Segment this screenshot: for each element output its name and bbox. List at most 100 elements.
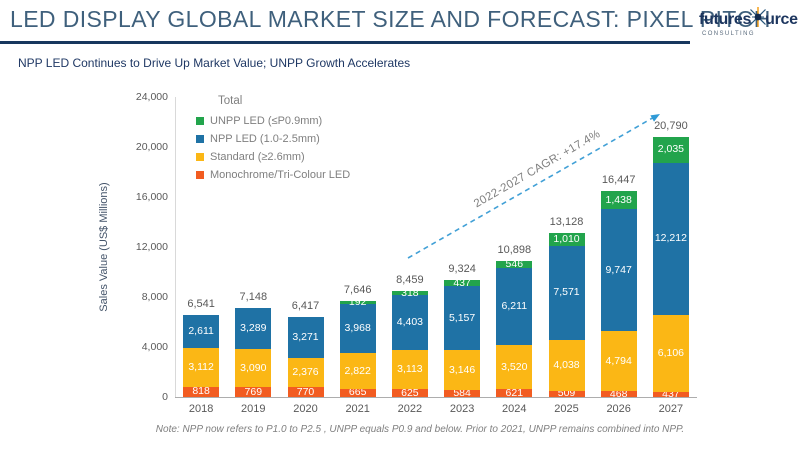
footnote: Note: NPP now refers to P1.0 to P2.5 , U… <box>155 424 685 435</box>
legend-item: NPP LED (1.0-2.5mm) <box>196 130 350 148</box>
x-axis-label: 2024 <box>502 403 527 415</box>
bar-segment-monochrome <box>548 390 585 397</box>
legend-item: UNPP LED (≤P0.9mm) <box>196 112 350 130</box>
bar-segment-standard <box>183 347 220 387</box>
legend-label: UNPP LED (≤P0.9mm) <box>210 115 323 127</box>
bar-segment-standard <box>548 340 585 391</box>
segment-value-label: 318 <box>401 286 419 299</box>
segment-value-label: 3,146 <box>448 363 476 376</box>
segment-value-label: 3,520 <box>501 360 528 373</box>
legend-item: Standard (≥2.6mm) <box>196 148 350 166</box>
segment-value-label: 770 <box>296 385 315 398</box>
segment-value-label: 3,113 <box>397 363 423 376</box>
segment-value-label: 12,212 <box>654 232 687 245</box>
segment-value-label: 4,403 <box>396 316 424 329</box>
segment-value-label: 5,157 <box>448 311 476 324</box>
bar-segment-npp <box>652 162 689 316</box>
logo-text-left: futures <box>699 10 752 28</box>
x-axis-label: 2019 <box>241 403 266 415</box>
segment-value-label: 2,822 <box>344 364 371 377</box>
segment-value-label: 437 <box>453 276 471 289</box>
bar-segment-monochrome <box>600 391 637 397</box>
legend-swatch-icon <box>196 135 204 143</box>
legend-item: Monochrome/Tri-Colour LED <box>196 166 350 184</box>
bar-segment-npp <box>496 267 533 346</box>
segment-value-label: 4,794 <box>605 354 632 367</box>
segment-value-label: 9,747 <box>605 263 632 276</box>
segment-value-label: 621 <box>505 386 524 399</box>
logo-tagline: CONSULTING <box>702 31 755 37</box>
bar-segment-standard <box>235 348 272 388</box>
total-label: 10,898 <box>497 243 532 256</box>
chart-legend: Total UNPP LED (≤P0.9mm) NPP LED (1.0-2.5… <box>196 95 350 184</box>
segment-value-label: 1,010 <box>553 232 580 245</box>
total-label: 8,459 <box>396 274 424 287</box>
y-tick-label: 0 <box>162 391 168 403</box>
x-axis-label: 2018 <box>188 403 214 415</box>
segment-value-label: 3,112 <box>188 360 214 373</box>
segment-value-label: 769 <box>244 385 263 398</box>
segment-value-label: 2,611 <box>188 325 214 338</box>
segment-value-label: 6,211 <box>501 299 528 312</box>
bar-segment-standard <box>287 357 324 388</box>
y-tick-label: 16,000 <box>135 191 168 203</box>
y-axis-line <box>175 97 176 397</box>
x-axis-label: 2025 <box>554 403 579 415</box>
bar-segment-standard <box>496 345 533 390</box>
segment-value-label: 192 <box>348 296 367 309</box>
bar-segment-monochrome <box>496 389 533 397</box>
y-tick-label: 12,000 <box>135 241 168 253</box>
bar-segment-npp <box>183 315 220 348</box>
bar-segment-monochrome <box>183 386 220 397</box>
bar-segment-standard <box>600 331 637 392</box>
page-title: LED DISPLAY GLOBAL MARKET SIZE AND FOREC… <box>10 6 771 32</box>
total-label: 7,148 <box>239 290 268 303</box>
bar-segment-npp <box>391 295 428 351</box>
bar-segment-unpp <box>548 232 585 246</box>
bar-segment-unpp <box>391 291 428 296</box>
bar-segment-standard <box>339 353 376 389</box>
bar-segment-unpp <box>652 137 689 163</box>
x-axis-label: 2023 <box>449 403 475 415</box>
segment-value-label: 2,035 <box>657 143 685 156</box>
bar-segment-standard <box>391 350 428 390</box>
bar-segment-npp <box>548 245 585 341</box>
y-tick-label: 4,000 <box>141 341 168 353</box>
bar-segment-unpp <box>444 280 481 286</box>
segment-value-label: 3,289 <box>240 321 267 334</box>
total-label: 6,541 <box>187 298 215 311</box>
total-label: 16,447 <box>601 174 636 187</box>
y-tick-label: 8,000 <box>141 291 168 303</box>
segment-value-label: 3,968 <box>344 322 371 335</box>
bar-segment-npp <box>339 303 376 354</box>
segment-value-label: 625 <box>401 386 419 399</box>
legend-label: Standard (≥2.6mm) <box>210 151 305 163</box>
chart-subtitle: NPP LED Continues to Drive Up Market Val… <box>18 56 411 70</box>
segment-value-label: 1,438 <box>605 193 632 206</box>
y-axis-title: Sales Value (US$ Millions) <box>98 182 110 312</box>
segment-value-label: 7,571 <box>553 286 580 299</box>
bar-segment-npp <box>287 316 324 358</box>
segment-value-label: 6,106 <box>657 346 685 359</box>
y-tick-label: 20,000 <box>135 141 168 153</box>
bar-segment-npp <box>235 307 272 349</box>
segment-value-label: 3,271 <box>292 330 319 343</box>
starburst-icon <box>748 7 768 32</box>
segment-value-label: 3,090 <box>240 361 267 374</box>
bar-segment-monochrome <box>339 388 376 397</box>
bar-segment-unpp <box>600 191 637 210</box>
total-label: 7,646 <box>343 284 372 297</box>
segment-value-label: 4,038 <box>553 358 580 371</box>
title-underline <box>0 41 690 44</box>
bar-segment-standard <box>444 350 481 390</box>
bar-segment-monochrome <box>444 389 481 397</box>
legend-swatch-icon <box>196 153 204 161</box>
x-axis-label: 2027 <box>658 403 684 415</box>
x-axis-label: 2022 <box>397 403 423 415</box>
futuresource-logo: futures urce CONSULTING <box>699 7 798 37</box>
segment-value-label: 665 <box>348 386 367 399</box>
bar-segment-npp <box>444 285 481 351</box>
x-axis-label: 2020 <box>293 403 318 415</box>
segment-value-label: 2,376 <box>292 366 319 379</box>
